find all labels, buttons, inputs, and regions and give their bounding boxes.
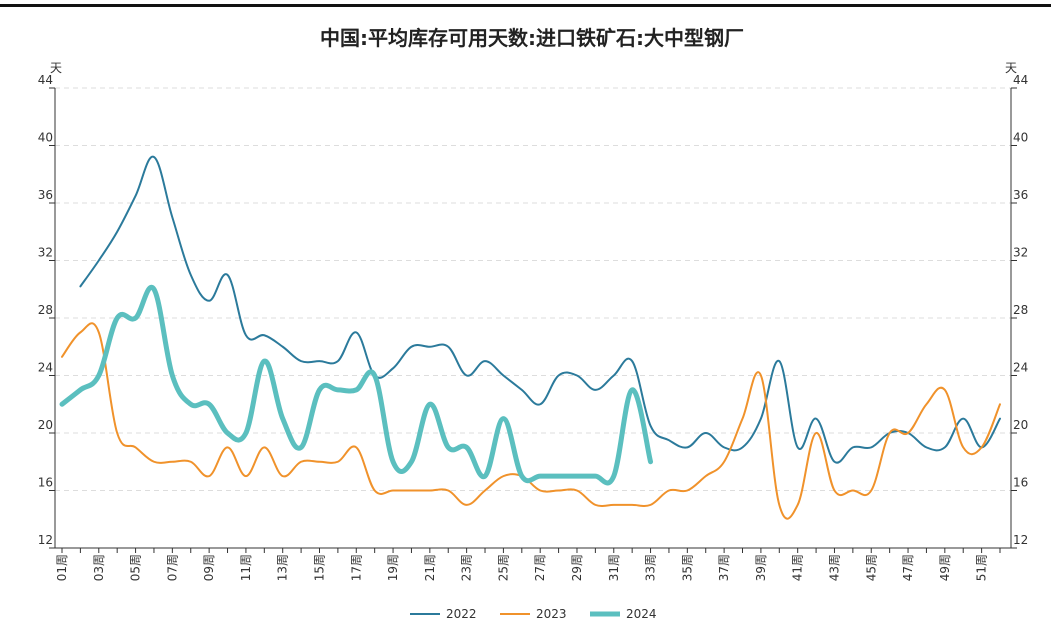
y-axis-label: 天 — [50, 61, 62, 75]
x-tick-label: 27周 — [533, 554, 547, 581]
y-tick-label: 32 — [38, 246, 53, 260]
y-tick-label: 28 — [38, 303, 53, 317]
legend-label: 2023 — [536, 607, 567, 621]
line-series — [61, 322, 1001, 520]
x-tick-label: 43周 — [827, 554, 841, 581]
y-tick-label: 20 — [38, 418, 53, 432]
y2-tick-label: 32 — [1013, 246, 1028, 260]
x-tick-label: 17周 — [349, 554, 363, 581]
y2-axis-label: 天 — [1005, 61, 1017, 75]
x-tick-label: 25周 — [496, 554, 510, 581]
line-series — [59, 284, 654, 486]
y2-tick-label: 28 — [1013, 303, 1028, 317]
x-tick-label: 01周 — [55, 554, 69, 581]
x-tick-label: 15周 — [312, 554, 326, 581]
x-tick-label: 29周 — [570, 554, 584, 581]
y-tick-label: 36 — [38, 188, 53, 202]
y-tick-label: 40 — [38, 131, 53, 145]
x-tick-label: 21周 — [423, 554, 437, 581]
top-bar — [0, 4, 1051, 7]
x-tick-label: 49周 — [938, 554, 952, 581]
x-tick-label: 35周 — [680, 554, 694, 581]
y-tick-label: 44 — [38, 73, 53, 87]
y2-tick-label: 20 — [1013, 418, 1028, 432]
x-tick-label: 51周 — [975, 554, 989, 581]
y2-tick-label: 36 — [1013, 188, 1028, 202]
x-tick-label: 37周 — [717, 554, 731, 581]
y2-tick-label: 12 — [1013, 533, 1028, 547]
y2-tick-label: 24 — [1013, 361, 1028, 375]
x-tick-label: 19周 — [386, 554, 400, 581]
x-tick-label: 41周 — [791, 554, 805, 581]
x-tick-label: 07周 — [165, 554, 179, 581]
y2-tick-label: 16 — [1013, 476, 1028, 490]
x-tick-label: 39周 — [754, 554, 768, 581]
chart-title: 中国:平均库存可用天数:进口铁矿石:大中型钢厂 — [320, 26, 744, 50]
line-series — [79, 155, 1001, 464]
x-tick-label: 45周 — [864, 554, 878, 581]
legend-label: 2024 — [626, 607, 657, 621]
y-tick-label: 24 — [38, 361, 53, 375]
x-tick-label: 47周 — [901, 554, 915, 581]
x-tick-label: 13周 — [276, 554, 290, 581]
y2-tick-label: 40 — [1013, 131, 1028, 145]
y2-tick-label: 44 — [1013, 73, 1028, 87]
y-tick-label: 12 — [38, 533, 53, 547]
legend-label: 2022 — [446, 607, 477, 621]
x-tick-label: 11周 — [239, 554, 253, 581]
x-tick-label: 09周 — [202, 554, 216, 581]
x-tick-label: 03周 — [92, 554, 106, 581]
x-tick-label: 33周 — [644, 554, 658, 581]
y-tick-label: 16 — [38, 476, 53, 490]
x-tick-label: 05周 — [129, 554, 143, 581]
x-tick-label: 23周 — [460, 554, 474, 581]
x-tick-label: 31周 — [607, 554, 621, 581]
